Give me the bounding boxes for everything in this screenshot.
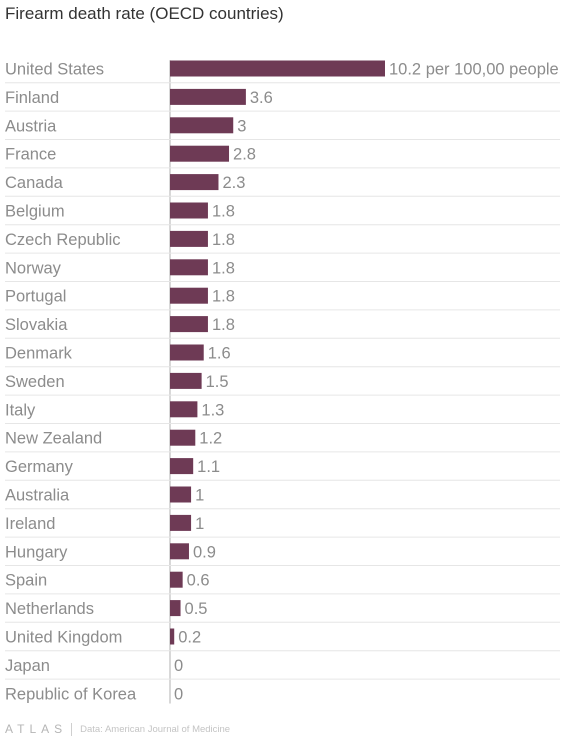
- value-label: 1: [195, 515, 204, 533]
- value-label: 0.2: [178, 629, 201, 647]
- chart-footer: ATLAS Data: American Journal of Medicine: [5, 720, 230, 738]
- category-label: Republic of Korea: [5, 685, 137, 703]
- category-label: France: [5, 146, 56, 164]
- value-label: 1: [195, 487, 204, 505]
- category-label: United Kingdom: [5, 629, 122, 647]
- bar: [170, 458, 194, 475]
- category-label: United States: [5, 61, 104, 79]
- category-label: Canada: [5, 174, 64, 192]
- bar: [170, 316, 208, 333]
- value-label: 0.9: [193, 543, 216, 561]
- value-label: 2.3: [222, 174, 245, 192]
- category-label: Portugal: [5, 288, 66, 306]
- bar: [170, 259, 208, 276]
- bar: [170, 88, 246, 105]
- bar: [170, 543, 189, 560]
- category-label: Hungary: [5, 543, 68, 561]
- category-label: Belgium: [5, 203, 65, 221]
- category-label: Germany: [5, 458, 74, 476]
- value-label: 1.8: [212, 288, 235, 306]
- bar: [170, 287, 208, 304]
- source-note: Data: American Journal of Medicine: [80, 723, 231, 735]
- chart-title: Firearm death rate (OECD countries): [5, 4, 284, 23]
- category-label: Spain: [5, 572, 47, 590]
- category-label: Sweden: [5, 373, 65, 391]
- bar: [170, 60, 385, 77]
- atlas-logo: ATLAS: [5, 722, 68, 736]
- category-label: Slovakia: [5, 316, 68, 334]
- category-label: Finland: [5, 89, 59, 107]
- value-label: 1.8: [212, 203, 235, 221]
- value-label: 1.8: [212, 316, 235, 334]
- category-label: Czech Republic: [5, 231, 121, 249]
- bar: [170, 117, 234, 134]
- value-label: 1.8: [212, 231, 235, 249]
- bar: [170, 429, 196, 446]
- value-label: 0.5: [185, 600, 208, 618]
- value-label: 1.8: [212, 259, 235, 277]
- category-label: Italy: [5, 401, 36, 419]
- bar: [170, 202, 208, 219]
- category-label: Ireland: [5, 515, 55, 533]
- bar: [170, 344, 204, 361]
- bar: [170, 401, 198, 418]
- bar: [170, 372, 202, 389]
- category-label: Norway: [5, 259, 62, 277]
- category-label: Denmark: [5, 345, 73, 363]
- bar: [170, 486, 192, 503]
- value-label: 3: [237, 117, 246, 135]
- footer-divider: [71, 722, 73, 736]
- bar: [170, 571, 183, 588]
- bar: [170, 230, 208, 247]
- value-label: 0.6: [187, 572, 210, 590]
- category-label: New Zealand: [5, 430, 102, 448]
- value-label: 1.6: [208, 345, 231, 363]
- bar: [170, 628, 175, 645]
- value-label: 0: [174, 685, 183, 703]
- category-label: Austria: [5, 117, 57, 135]
- value-label: 0: [174, 657, 183, 675]
- bar: [170, 600, 181, 617]
- value-label: 1.3: [201, 401, 224, 419]
- bar: [170, 145, 230, 162]
- bar-chart: United States 10.2 per 100,00 people Finla…: [5, 60, 560, 704]
- value-label: 3.6: [250, 89, 273, 107]
- value-label: 10.2 per 100,00 people: [389, 61, 559, 79]
- value-label: 1.5: [206, 373, 229, 391]
- value-label: 1.1: [197, 458, 220, 476]
- value-label: 1.2: [199, 430, 222, 448]
- category-label: Australia: [5, 487, 70, 505]
- bar: [170, 174, 219, 191]
- value-label: 2.8: [233, 146, 256, 164]
- category-label: Japan: [5, 657, 50, 675]
- category-label: Netherlands: [5, 600, 94, 618]
- bar: [170, 514, 192, 531]
